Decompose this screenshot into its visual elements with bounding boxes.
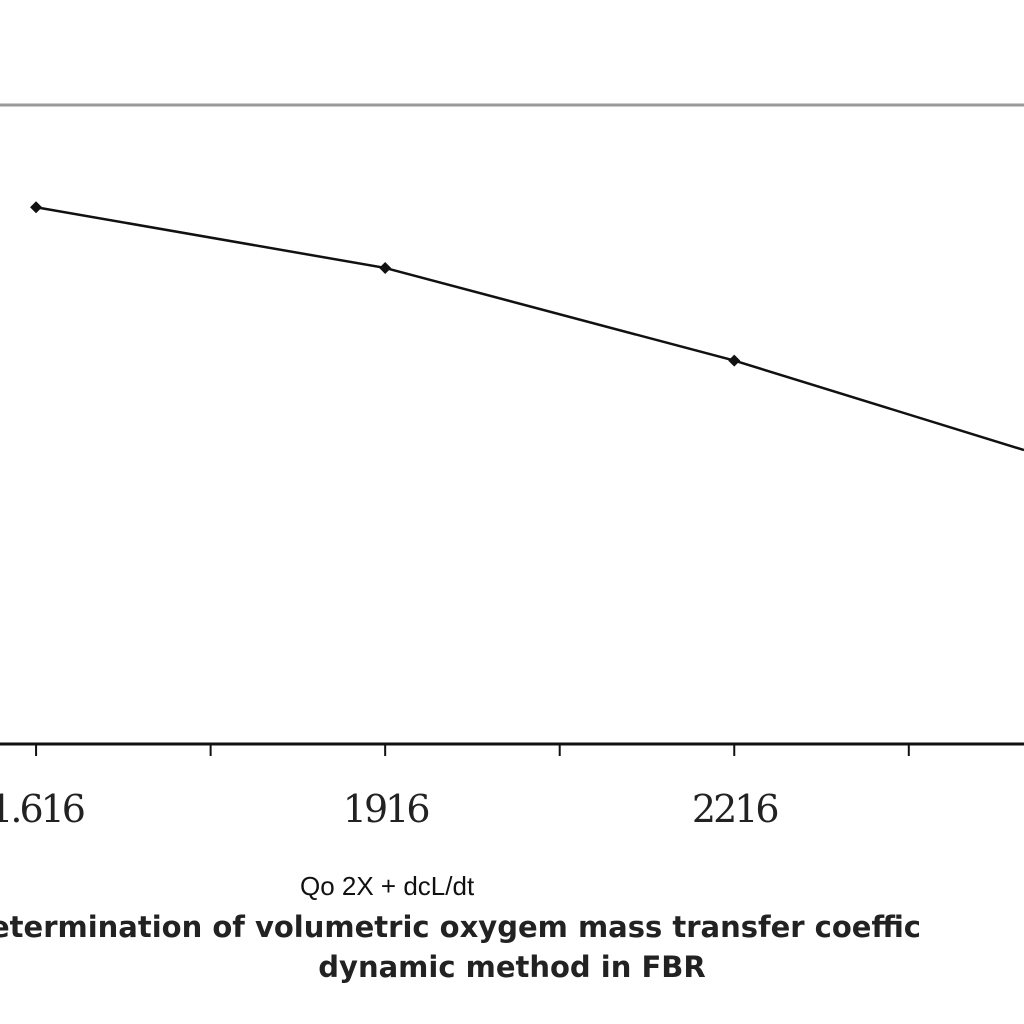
x-axis-title: Qo 2X + dcL/dt [300,871,475,901]
x-axis-ticks [35,744,910,756]
x-tick-label: 2216 [692,787,778,831]
x-tick-labels: 1.616 1916 2216 [0,787,780,831]
series-line [35,206,1024,452]
x-tick-label: 1.616 [0,787,84,831]
figure-caption-line-1: etermination of volumetric oxygem mass t… [0,910,921,944]
series-group [30,201,1024,452]
data-point [728,354,741,367]
figure-caption-line-2: dynamic method in FBR [318,950,706,984]
data-point [30,201,43,214]
x-tick-label: 1916 [343,787,429,831]
data-point [379,261,392,274]
